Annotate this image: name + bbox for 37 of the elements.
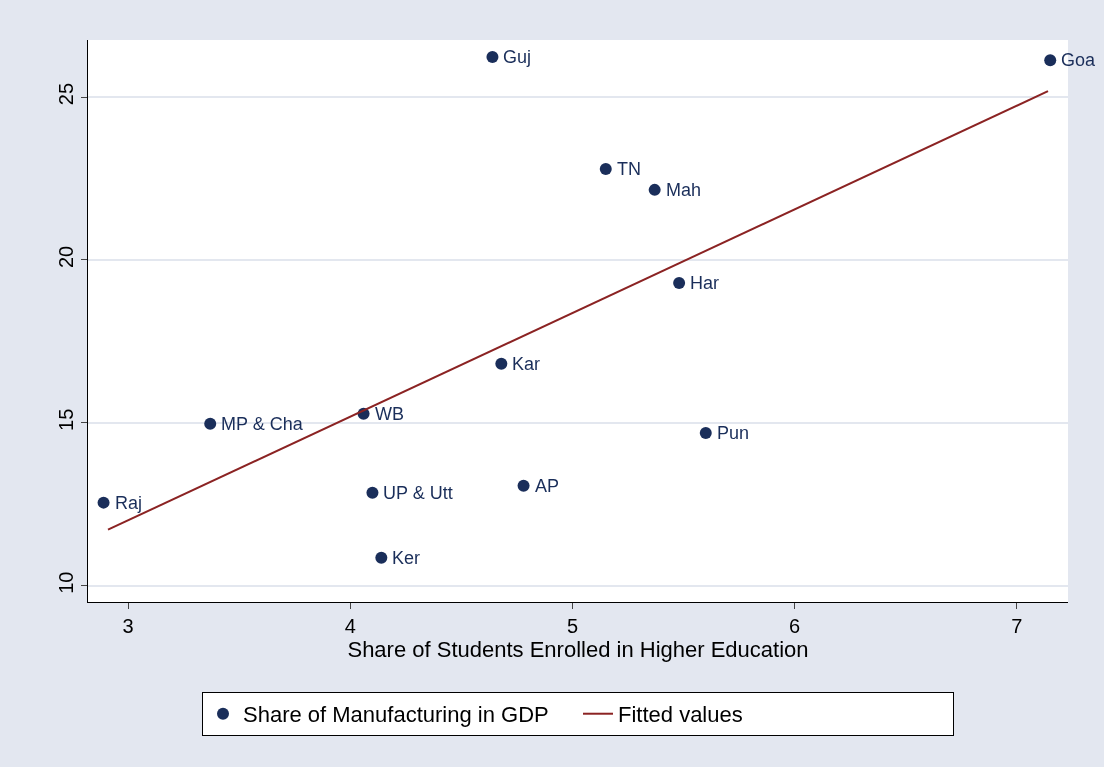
annotation: MP & Cha — [221, 414, 304, 434]
point — [204, 417, 217, 430]
annotation: TN — [617, 159, 641, 179]
x-tick-label: 7 — [1011, 615, 1023, 637]
x-tick-label: 4 — [344, 615, 356, 637]
x-axis-title: Share of Students Enrolled in Higher Education — [347, 637, 809, 662]
y-tick-label: 15 — [55, 408, 77, 431]
point — [648, 183, 661, 196]
annotation: Har — [690, 273, 720, 293]
point — [495, 357, 508, 370]
legend-label: Fitted values — [618, 702, 743, 728]
point — [517, 479, 530, 492]
point — [673, 277, 686, 290]
point — [1044, 54, 1057, 67]
point — [699, 426, 712, 439]
annotation: WB — [375, 404, 404, 424]
y-tick-label: 10 — [55, 571, 77, 594]
annotation: Raj — [115, 493, 143, 513]
annotation: Goa — [1061, 50, 1097, 70]
y-tick-label: 25 — [55, 82, 77, 106]
point — [97, 496, 110, 509]
x-tick-label: 5 — [566, 615, 578, 637]
legend-label: Share of Manufacturing in GDP — [243, 702, 549, 728]
annotation: Pun — [717, 423, 750, 443]
annotation: Guj — [503, 47, 532, 67]
annotation: Ker — [392, 548, 421, 568]
y-tick-label: 20 — [55, 245, 77, 269]
annotation: AP — [535, 476, 560, 496]
annotation: Kar — [512, 354, 541, 374]
x-tick-label: 3 — [122, 615, 134, 637]
annotation: Mah — [666, 180, 702, 200]
point — [486, 50, 499, 63]
point — [375, 551, 388, 564]
point — [599, 163, 612, 176]
point — [366, 486, 379, 499]
annotation: UP & Utt — [383, 483, 453, 503]
x-tick-label: 6 — [789, 615, 801, 637]
